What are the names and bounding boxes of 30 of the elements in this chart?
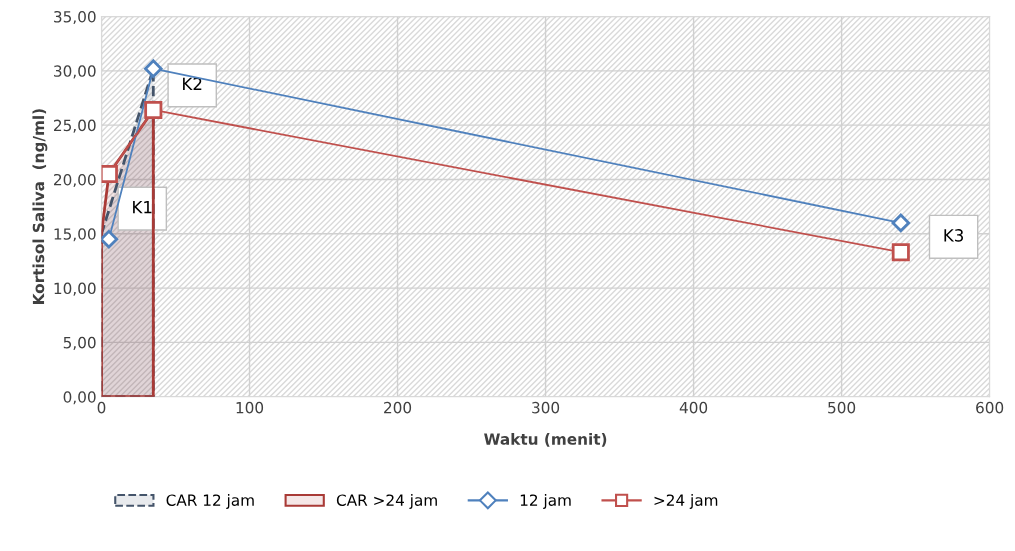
annotation: K1 (133, 201, 152, 214)
y-axis-title: Kortisol Saliva (ng/ml) (32, 109, 48, 304)
y-tick-label: 15,00 (54, 228, 96, 242)
y-tick-label: 25,00 (54, 119, 96, 133)
y-tick-label: 20,00 (54, 173, 96, 188)
legend-label: >24 jam (654, 494, 718, 509)
y-tick-label: 10,00 (54, 282, 96, 296)
y-tick-label: 5,00 (63, 336, 96, 350)
legend-label: 12 jam (520, 494, 571, 509)
point (144, 100, 163, 119)
point (891, 243, 910, 262)
x-tick-label: 100 (236, 401, 264, 414)
x-tick-label: 0 (97, 401, 106, 414)
annotation: K2 (183, 77, 202, 90)
y-tick-label: 35,00 (54, 11, 96, 25)
point (144, 59, 163, 78)
x-axis-title: Waktu (menit) (484, 433, 607, 447)
x-tick-label: 300 (532, 401, 560, 414)
x-tick-label: 500 (828, 401, 856, 414)
annotation: K3 (944, 229, 964, 242)
legend-label: CAR >24 jam (336, 494, 437, 509)
point (891, 213, 911, 233)
x-tick-label: 400 (679, 401, 708, 414)
point (101, 229, 119, 249)
x-tick-label: 600 (976, 401, 1004, 414)
point (101, 165, 118, 184)
y-tick-label: 0,00 (63, 391, 96, 405)
y-tick-label: 30,00 (54, 65, 96, 79)
legend-label: CAR 12 jam (166, 494, 254, 509)
x-tick-label: 200 (384, 401, 412, 414)
